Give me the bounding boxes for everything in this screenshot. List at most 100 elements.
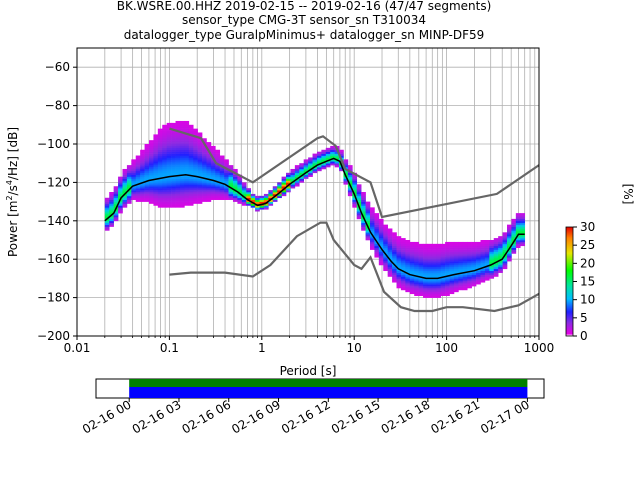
histogram-cell (144, 155, 150, 158)
histogram-cell (157, 186, 163, 189)
histogram-cell (409, 241, 415, 245)
histogram-cell (184, 172, 190, 176)
histogram-cell (281, 180, 287, 183)
histogram-cell (458, 266, 464, 270)
histogram-cell (467, 264, 472, 268)
histogram-cell (365, 232, 371, 235)
histogram-cell (171, 201, 176, 204)
histogram-cell (202, 163, 207, 166)
histogram-cell (361, 201, 366, 204)
histogram-cell (392, 264, 397, 268)
histogram-cell (480, 241, 486, 245)
histogram-cell (224, 182, 229, 185)
histogram-cell (467, 278, 472, 281)
histogram-cell (453, 289, 459, 293)
histogram-cell (153, 193, 159, 197)
histogram-cell (277, 182, 282, 185)
histogram-cell (162, 159, 167, 162)
histogram-cell (228, 193, 234, 197)
histogram-cell (179, 124, 185, 128)
histogram-cell (467, 261, 472, 264)
histogram-cell (383, 259, 388, 262)
histogram-cell (184, 174, 190, 177)
histogram-cell (396, 276, 402, 279)
histogram-cell (188, 147, 194, 151)
histogram-cell (140, 193, 145, 197)
histogram-cell (166, 122, 172, 126)
histogram-cell (241, 188, 247, 191)
histogram-cell (122, 195, 128, 199)
histogram-cell (374, 234, 380, 237)
histogram-cell (140, 192, 145, 195)
histogram-cell (193, 165, 198, 168)
histogram-cell (171, 136, 176, 139)
histogram-cell (308, 170, 313, 174)
histogram-cell (294, 165, 300, 168)
histogram-cell (507, 228, 512, 231)
histogram-cell (162, 192, 167, 195)
histogram-cell (188, 178, 194, 181)
histogram-cell (471, 270, 477, 273)
histogram-cell (157, 151, 163, 154)
histogram-cell (321, 159, 327, 162)
histogram-cell (113, 209, 119, 212)
histogram-cell (299, 178, 305, 181)
histogram-cell (409, 261, 415, 264)
histogram-cell (290, 168, 296, 172)
histogram-cell (458, 284, 464, 287)
histogram-cell (202, 174, 207, 177)
histogram-cell (166, 170, 172, 174)
histogram-cell (467, 243, 472, 247)
histogram-cell (383, 232, 388, 235)
histogram-cell (480, 245, 486, 248)
histogram-cell (392, 272, 397, 275)
histogram-cell (140, 165, 145, 168)
histogram-cell (414, 270, 419, 273)
histogram-cell (352, 174, 358, 177)
histogram-cell (387, 247, 393, 250)
histogram-cell (387, 257, 393, 260)
histogram-cell (206, 172, 212, 176)
histogram-cell (405, 259, 411, 262)
histogram-cell (179, 193, 185, 197)
histogram-cell (356, 190, 362, 193)
histogram-cell (179, 188, 185, 191)
histogram-cell (281, 184, 287, 187)
histogram-cell (520, 230, 525, 233)
histogram-cell (184, 130, 190, 133)
histogram-cell (188, 197, 194, 200)
histogram-cell (436, 270, 442, 273)
histogram-cell (153, 147, 159, 151)
histogram-cell (290, 172, 296, 176)
histogram-cell (157, 149, 163, 152)
histogram-cell (153, 136, 159, 139)
histogram-cell (179, 192, 185, 195)
histogram-cell (374, 230, 380, 233)
histogram-cell (215, 153, 221, 156)
histogram-cell (409, 255, 415, 258)
histogram-cell (365, 209, 371, 212)
histogram-cell (210, 186, 216, 189)
histogram-cell (166, 197, 172, 200)
histogram-cell (126, 170, 132, 174)
histogram-cell (515, 243, 521, 247)
histogram-cell (171, 145, 176, 149)
histogram-cell (489, 243, 495, 247)
histogram-cell (400, 245, 406, 248)
histogram-cell (409, 286, 415, 289)
histogram-cell (414, 241, 419, 245)
histogram-cell (184, 124, 190, 128)
histogram-cell (113, 190, 119, 193)
histogram-cell (462, 272, 468, 275)
histogram-cell (312, 159, 318, 162)
histogram-cell (179, 197, 185, 200)
histogram-cell (188, 140, 194, 143)
histogram-cell (188, 188, 194, 191)
histogram-cell (179, 153, 185, 156)
histogram-cell (511, 247, 517, 250)
histogram-cell (228, 172, 234, 176)
histogram-cell (498, 241, 503, 245)
histogram-cell (387, 268, 393, 272)
